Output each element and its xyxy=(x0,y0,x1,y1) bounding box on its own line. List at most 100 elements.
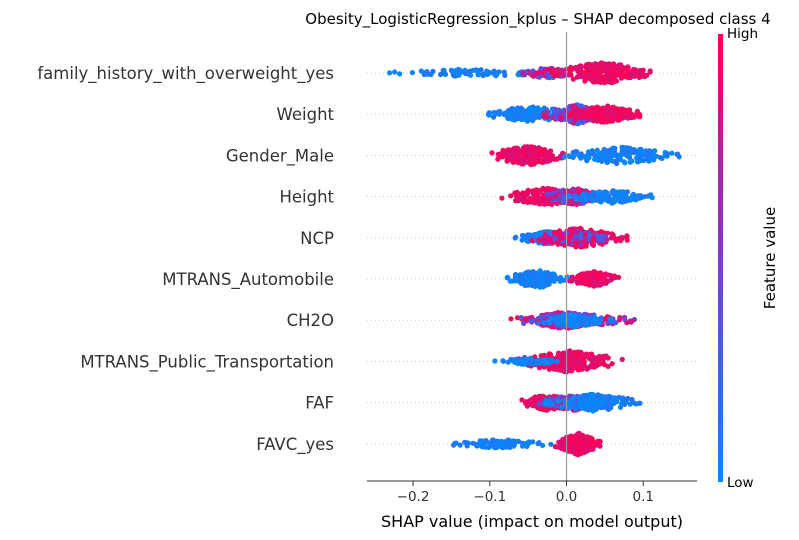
shap-point xyxy=(560,198,566,205)
shap-point xyxy=(599,76,605,82)
shap-point xyxy=(601,362,608,368)
shap-point xyxy=(561,397,568,404)
shap-point xyxy=(579,437,586,443)
shap-point xyxy=(505,274,511,280)
shap-point xyxy=(609,79,615,85)
shap-point xyxy=(546,398,552,404)
shap-point xyxy=(617,106,623,112)
shap-point xyxy=(549,69,556,76)
shap-point xyxy=(462,439,468,445)
x-tick-label: 0.0 xyxy=(556,489,577,505)
shap-point xyxy=(654,153,660,159)
shap-point xyxy=(594,61,601,68)
shap-point xyxy=(409,70,415,76)
shap-point xyxy=(470,67,476,73)
shap-point xyxy=(601,196,607,202)
shap-point xyxy=(575,280,581,286)
shap-point xyxy=(538,396,544,402)
shap-point xyxy=(538,66,544,72)
shap-point xyxy=(584,444,590,451)
x-axis-ticks: −0.2 −0.1 0.0 0.1 xyxy=(397,481,654,505)
shap-point xyxy=(569,66,576,72)
shap-point xyxy=(543,112,549,118)
shap-point xyxy=(636,155,642,161)
shap-point xyxy=(551,278,557,284)
shap-point xyxy=(609,361,615,367)
colorbar-high-label: High xyxy=(727,26,758,42)
shap-point xyxy=(555,72,561,79)
shap-point xyxy=(644,156,650,162)
shap-point xyxy=(590,150,596,156)
shap-point xyxy=(601,353,607,359)
shap-point xyxy=(440,69,446,75)
shap-point xyxy=(619,148,625,154)
shap-point xyxy=(520,107,526,113)
shap-point xyxy=(629,195,635,202)
shap-point xyxy=(527,361,534,367)
shap-point xyxy=(590,362,596,368)
shap-point xyxy=(523,280,529,286)
shap-point xyxy=(533,281,540,287)
shap-point xyxy=(604,73,610,79)
shap-point xyxy=(496,154,502,160)
shap-point xyxy=(605,320,611,327)
shap-point xyxy=(536,401,542,407)
shap-point xyxy=(529,281,535,287)
shap-point xyxy=(533,192,539,198)
shap-point xyxy=(606,157,612,163)
shap-point xyxy=(590,105,596,111)
shap-point xyxy=(545,158,551,164)
shap-point xyxy=(578,103,585,109)
shap-point xyxy=(572,113,578,119)
shap-point xyxy=(588,75,594,81)
shap-point xyxy=(521,233,527,239)
shap-point xyxy=(505,359,511,365)
shap-point xyxy=(544,71,551,77)
shap-point xyxy=(530,199,537,205)
shap-point xyxy=(555,444,561,450)
shap-point xyxy=(508,193,514,199)
shap-point xyxy=(577,394,583,400)
shap-point xyxy=(582,400,588,406)
shap-point xyxy=(568,368,574,374)
shap-point xyxy=(519,397,525,403)
shap-point xyxy=(502,72,508,78)
shap-point xyxy=(561,438,567,444)
shap-point xyxy=(578,74,584,80)
shap-point xyxy=(546,277,552,283)
shap-point xyxy=(642,74,648,80)
shap-point xyxy=(524,316,530,322)
shap-point xyxy=(550,271,557,277)
shap-point xyxy=(535,320,541,326)
shap-point xyxy=(558,115,564,121)
shap-point xyxy=(514,315,521,321)
shap-point xyxy=(592,156,598,162)
shap-point xyxy=(514,438,521,444)
shap-point xyxy=(582,232,588,238)
shap-point xyxy=(523,144,529,150)
shap-point xyxy=(511,114,517,120)
shap-point xyxy=(578,451,584,457)
shap-point xyxy=(608,398,615,404)
shap-point xyxy=(527,149,533,155)
colorbar-title: Feature value xyxy=(761,207,779,309)
shap-point xyxy=(601,156,607,162)
shap-point xyxy=(619,235,626,241)
shap-point xyxy=(624,67,631,73)
shap-point xyxy=(546,272,552,279)
shap-point xyxy=(617,72,623,78)
shap-point xyxy=(669,150,675,156)
shap-point xyxy=(559,404,565,410)
colorbar xyxy=(718,34,723,482)
shap-point xyxy=(507,278,513,284)
shap-point xyxy=(586,407,592,413)
shap-point xyxy=(595,66,601,72)
shap-point xyxy=(586,236,592,242)
shap-point xyxy=(527,232,533,238)
shap-point xyxy=(599,277,606,283)
shap-point xyxy=(526,198,532,204)
shap-point xyxy=(475,70,481,76)
shap-point xyxy=(512,190,518,196)
shap-point xyxy=(573,436,580,442)
shap-point xyxy=(675,151,681,157)
